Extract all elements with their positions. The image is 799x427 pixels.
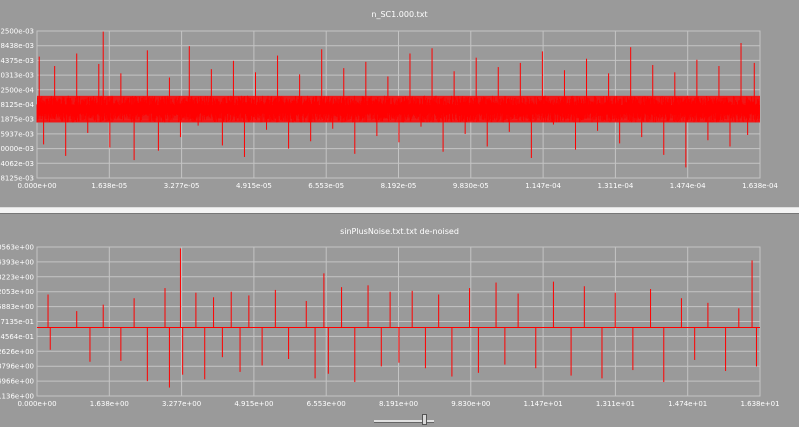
bottom-chart-title: sinPlusNoise.txt.txt de-noised — [340, 227, 459, 236]
bottom-y-tick-label: 9.0563e+00 — [0, 244, 34, 252]
bottom-y-tick-label: 2.5883e+00 — [0, 303, 34, 311]
top-x-tick-label: 4.915e-05 — [236, 182, 272, 190]
bottom-x-tick-label: 1.638e+00 — [90, 400, 129, 408]
top-x-tick-label: 1.474e-04 — [670, 182, 706, 190]
bottom-y-tick-label: -6.4564e-01 — [0, 333, 34, 341]
bottom-x-tick-label: 8.191e+00 — [379, 400, 418, 408]
bottom-x-tick-label: 1.638e+01 — [740, 400, 779, 408]
bottom-x-tick-label: 9.830e+00 — [451, 400, 490, 408]
bottom-x-tick-label: 6.553e+00 — [307, 400, 346, 408]
top-x-tick-label: 8.192e-05 — [381, 182, 417, 190]
bottom-y-tick-label: -7.1136e+00 — [0, 393, 34, 401]
top-y-tick-label: -6.4062e-03 — [0, 160, 34, 168]
zoom-slider-thumb[interactable] — [422, 414, 427, 425]
top-y-tick-label: 4.8438e-03 — [0, 42, 34, 50]
top-y-tick-label: -7.8125e-03 — [0, 175, 34, 183]
top-chart-plot: 6.2500e-03 4.8438e-03 3.4375e-03 2.0313e-03… — [0, 28, 778, 191]
top-y-tick-label: -3.5937e-03 — [0, 130, 34, 138]
bottom-chart-panel: sinPlusNoise.txt.txt de-noised 9.0563e+0… — [0, 214, 799, 427]
top-y-tick-label: 3.4375e-03 — [0, 57, 34, 65]
bottom-y-tick-label: -3.8796e+00 — [0, 363, 34, 371]
bottom-y-tick-label: 4.2053e+00 — [0, 288, 34, 296]
bottom-x-tick-label: 1.311e+01 — [596, 400, 635, 408]
top-chart-panel: n_SC1.000.txt 6.2500e-03 4.8438e-03 3.4375… — [0, 0, 799, 207]
bottom-x-tick-label: 1.474e+01 — [668, 400, 707, 408]
bottom-x-tick-label: 0.000e+00 — [17, 400, 56, 408]
top-y-tick-label: -5.0000e-03 — [0, 145, 34, 153]
top-x-tick-label: 1.638e-05 — [91, 182, 127, 190]
top-x-tick-label: 0.000e+00 — [17, 182, 56, 190]
top-y-tick-label: -7.8125e-04 — [0, 101, 35, 109]
zoom-slider-track[interactable] — [374, 420, 434, 423]
top-x-tick-label: 1.147e-04 — [525, 182, 561, 190]
bottom-y-tick-label: -2.2626e+00 — [0, 348, 34, 356]
top-x-tick-label: 3.277e-05 — [164, 182, 200, 190]
top-y-tick-label: 6.2500e-03 — [0, 28, 34, 36]
bottom-x-tick-label: 4.915e+00 — [234, 400, 273, 408]
top-x-tick-label: 1.311e-04 — [598, 182, 634, 190]
top-chart-title: n_SC1.000.txt — [371, 10, 428, 19]
top-y-tick-label: 2.0313e-03 — [0, 72, 34, 80]
top-x-tick-label: 1.638e-04 — [742, 182, 778, 190]
top-x-tick-label: 9.830e-05 — [453, 182, 489, 190]
bottom-x-tick-label: 3.277e+00 — [162, 400, 201, 408]
bottom-y-tick-label: 5.8223e+00 — [0, 273, 34, 281]
bottom-chart-plot: 9.0563e+00 7.4393e+00 5.8223e+00 4.2053e+00… — [0, 244, 780, 409]
panel-splitter[interactable] — [0, 207, 799, 214]
top-y-tick-label: 6.2500e-04 — [0, 86, 35, 94]
top-y-tick-label: -2.1875e-03 — [0, 116, 34, 124]
bottom-x-tick-label: 1.147e+01 — [524, 400, 563, 408]
bottom-y-tick-label: 9.7135e-01 — [0, 318, 34, 326]
bottom-y-tick-label: 7.4393e+00 — [0, 258, 34, 266]
top-x-tick-label: 6.553e-05 — [308, 182, 344, 190]
bottom-y-tick-label: -5.4966e+00 — [0, 378, 34, 386]
